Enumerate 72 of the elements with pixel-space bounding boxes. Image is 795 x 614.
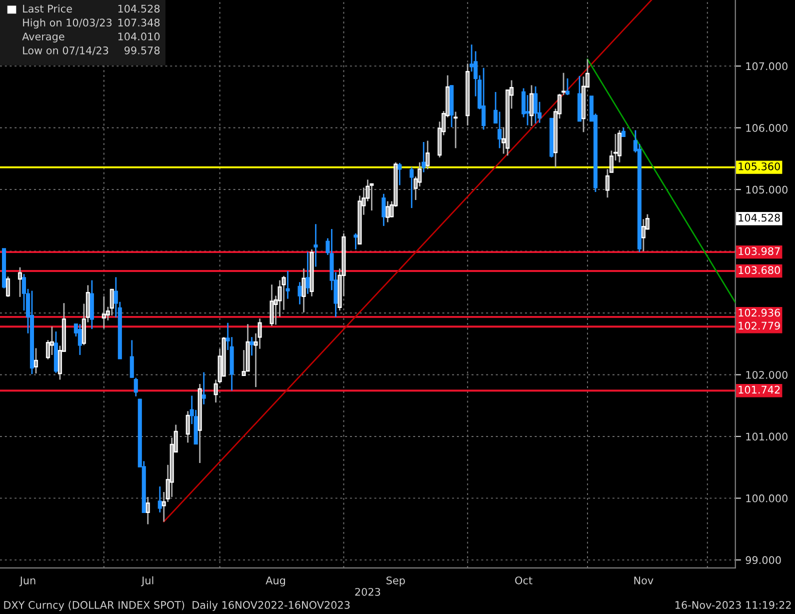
x-axis-title: 2023 (355, 588, 380, 596)
candlestick (426, 140, 430, 170)
candlestick (78, 323, 82, 356)
annotation: Last Price (23, 4, 72, 13)
ref-line-label: 102.779 (738, 322, 780, 330)
y-tick-label: 102.000 (746, 370, 788, 379)
candlestick (454, 111, 458, 149)
x-tick-label: Oct (515, 576, 532, 584)
candlestick (134, 377, 138, 398)
annotation: 99.578 (124, 46, 160, 54)
candlestick (530, 84, 534, 127)
y-tick-label: 100.000 (746, 494, 788, 502)
x-tick-label: Nov (634, 576, 654, 584)
candlestick (466, 62, 470, 126)
candlestick (202, 372, 206, 406)
candlestick (270, 284, 274, 327)
text: 104.528 (738, 214, 780, 222)
annotation: 104.528 (118, 4, 160, 13)
candlestick (6, 276, 10, 298)
annotation: Average (22, 32, 64, 42)
candlestick (146, 496, 150, 525)
ref-line-label: 103.987 (738, 247, 780, 256)
candlestick (18, 266, 22, 298)
candlestick (246, 323, 250, 372)
candlestick (617, 130, 622, 164)
candlestick (422, 141, 426, 173)
y-tick-label: 106.000 (746, 124, 788, 132)
ref-line-label: 102.936 (738, 308, 780, 317)
y-tick-label: 101.000 (746, 432, 788, 441)
text: DXY Curncy (DOLLAR INDEX SPOT) Daily 16NOV2022-16NOV2023 (4, 600, 350, 611)
candlestick (534, 86, 538, 124)
annotation: Low on 07/14/23 (23, 46, 108, 56)
ref-line-label: 103.680 (738, 266, 780, 274)
candlestick (354, 232, 358, 250)
candlestick (386, 200, 390, 223)
x-tick-label: Sep (386, 576, 405, 586)
candlestick (526, 94, 530, 126)
candlestick (186, 410, 190, 444)
candlestick (250, 336, 254, 356)
annotation: 104.010 (118, 32, 160, 40)
candlestick (306, 251, 310, 295)
candlestick (641, 218, 646, 252)
candlestick (410, 166, 414, 209)
x-tick-label: Jul (141, 576, 154, 586)
candlestick (565, 78, 570, 96)
candlestick (370, 182, 374, 212)
candlestick (310, 248, 314, 298)
y-tick-label: 99.000 (746, 556, 781, 564)
candlestick (102, 296, 106, 330)
candlestick (50, 326, 54, 356)
ref-line-label: 101.742 (738, 386, 780, 394)
y-tick-label: 107.000 (746, 62, 788, 70)
candlestick (314, 223, 318, 268)
candlestick (298, 281, 302, 306)
candlestick (158, 486, 162, 514)
candlestick (198, 383, 202, 464)
candlestick (382, 193, 386, 227)
candlestick (482, 67, 486, 130)
candlestick (110, 288, 114, 316)
candlestick (34, 347, 38, 374)
text: 16-Nov-2023 11:19:22 (676, 601, 791, 609)
annotation: High on 10/03/23 (23, 18, 112, 29)
x-tick-label: Jun (19, 576, 36, 586)
candlestick (130, 339, 134, 379)
x-tick-label: Aug (266, 576, 285, 586)
candlestick (302, 268, 306, 314)
annotation: 107.348 (118, 18, 160, 27)
y-tick-label: 105.000 (746, 186, 788, 194)
candlestick (286, 270, 290, 300)
candlestick (398, 162, 402, 186)
candlestick (498, 111, 502, 149)
ref-line-label: 105.360 (738, 162, 780, 170)
